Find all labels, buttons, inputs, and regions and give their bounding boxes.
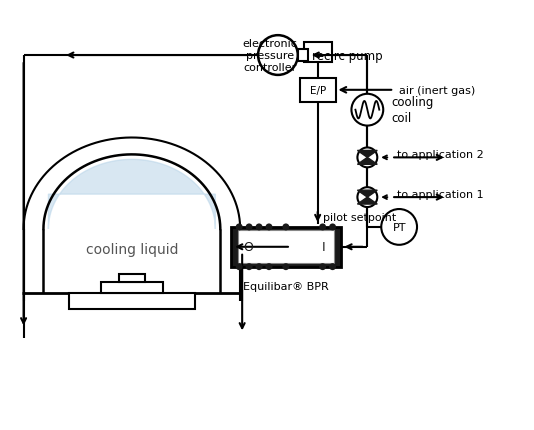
Circle shape xyxy=(381,209,417,245)
Text: cooling liquid: cooling liquid xyxy=(85,242,178,256)
Bar xyxy=(231,227,341,267)
Bar xyxy=(298,49,308,62)
Circle shape xyxy=(265,264,272,270)
Circle shape xyxy=(235,224,242,231)
Circle shape xyxy=(258,36,298,76)
Text: pilot setpoint: pilot setpoint xyxy=(323,212,396,222)
Text: I: I xyxy=(322,241,325,254)
Circle shape xyxy=(357,188,378,208)
Circle shape xyxy=(246,224,253,231)
Bar xyxy=(304,43,332,63)
Text: Equilibar® BPR: Equilibar® BPR xyxy=(243,281,329,291)
Text: air (inert gas): air (inert gas) xyxy=(399,86,475,95)
Bar xyxy=(69,294,195,310)
Text: O: O xyxy=(243,241,253,254)
Circle shape xyxy=(265,224,272,231)
Circle shape xyxy=(319,224,326,231)
Polygon shape xyxy=(357,158,378,165)
Text: to application 1: to application 1 xyxy=(397,190,484,200)
Polygon shape xyxy=(357,191,378,198)
Polygon shape xyxy=(357,151,378,158)
Circle shape xyxy=(329,224,336,231)
Circle shape xyxy=(282,264,289,270)
Text: cooling
coil: cooling coil xyxy=(391,96,434,125)
Polygon shape xyxy=(357,198,378,205)
Polygon shape xyxy=(49,160,215,229)
Circle shape xyxy=(256,224,263,231)
Circle shape xyxy=(351,95,383,126)
Circle shape xyxy=(357,148,378,168)
Text: E/P: E/P xyxy=(310,86,326,95)
Text: PT: PT xyxy=(392,222,406,232)
Circle shape xyxy=(246,264,253,270)
Text: recirc pump: recirc pump xyxy=(312,49,382,62)
Circle shape xyxy=(329,264,336,270)
Bar xyxy=(238,231,334,264)
Bar xyxy=(101,282,163,294)
Text: to application 2: to application 2 xyxy=(397,150,484,160)
Text: electronic
pressure
controller: electronic pressure controller xyxy=(242,39,297,73)
Circle shape xyxy=(319,264,326,270)
Bar xyxy=(300,79,335,102)
Circle shape xyxy=(256,264,263,270)
Circle shape xyxy=(282,224,289,231)
Circle shape xyxy=(235,264,242,270)
Bar xyxy=(119,274,145,282)
